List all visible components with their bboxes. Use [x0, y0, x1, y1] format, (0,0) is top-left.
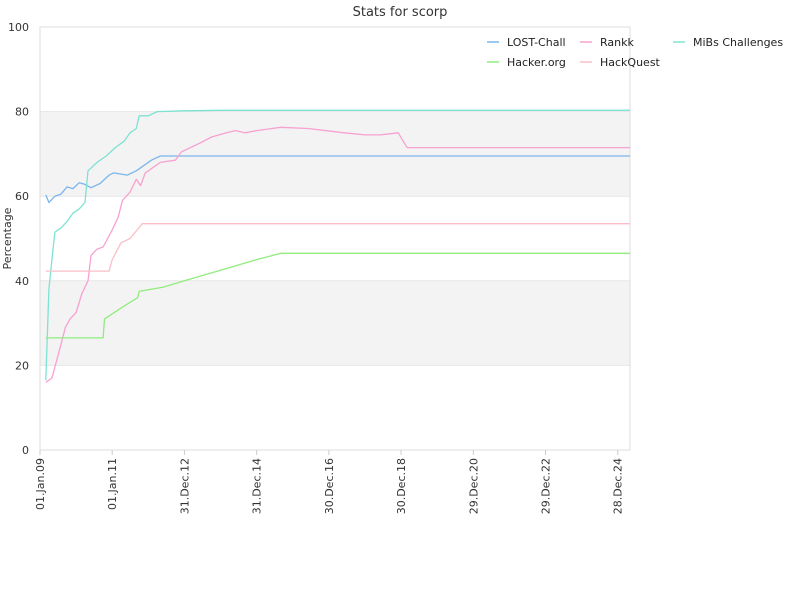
- x-tick-label: 30.Dec.18: [395, 458, 408, 514]
- legend-label: Hacker.org: [507, 56, 566, 69]
- y-axis-ticks: 0 20 40 60 80 100: [8, 21, 29, 457]
- x-tick-label: 28.Dec.24: [612, 458, 625, 514]
- grid-bands: [40, 111, 630, 366]
- legend-label: LOST-Chall: [507, 36, 566, 49]
- grid-band: [40, 111, 630, 197]
- series-line: [45, 126, 630, 383]
- y-tick-label: 40: [15, 275, 29, 288]
- x-axis-ticks: 01.Jan.09 01.Jan.11 31.Dec.12 31.Dec.14 30.D…: [34, 450, 625, 514]
- x-tick-label: 31.Dec.14: [251, 458, 264, 514]
- y-tick-label: 80: [15, 106, 29, 119]
- y-tick-label: 100: [8, 21, 29, 34]
- x-tick-label: 31.Dec.12: [178, 458, 191, 514]
- legend: LOST-Chall Rankk MiBs Challenges Hacker.org…: [487, 36, 783, 69]
- legend-label: Rankk: [600, 36, 634, 49]
- chart-title: Stats for scorp: [353, 5, 448, 20]
- y-tick-label: 60: [15, 190, 29, 203]
- series-line: [45, 155, 630, 204]
- series-lines: [45, 109, 630, 383]
- x-tick-label: 30.Dec.16: [323, 458, 336, 514]
- legend-label: MiBs Challenges: [693, 36, 783, 49]
- series-line: [45, 109, 630, 381]
- x-tick-label: 29.Dec.20: [467, 458, 480, 514]
- y-tick-label: 0: [22, 444, 29, 457]
- y-axis-label: Percentage: [1, 207, 14, 269]
- x-tick-label: 01.Jan.09: [34, 458, 47, 510]
- gridlines: [40, 26, 630, 451]
- series-line: [45, 223, 630, 272]
- legend-label: HackQuest: [600, 56, 661, 69]
- grid-band: [40, 280, 630, 366]
- y-tick-label: 20: [15, 359, 29, 372]
- x-tick-label: 29.Dec.22: [540, 458, 553, 514]
- x-tick-label: 01.Jan.11: [106, 458, 119, 510]
- plot-frame: [39, 26, 631, 451]
- series-line: [45, 252, 630, 339]
